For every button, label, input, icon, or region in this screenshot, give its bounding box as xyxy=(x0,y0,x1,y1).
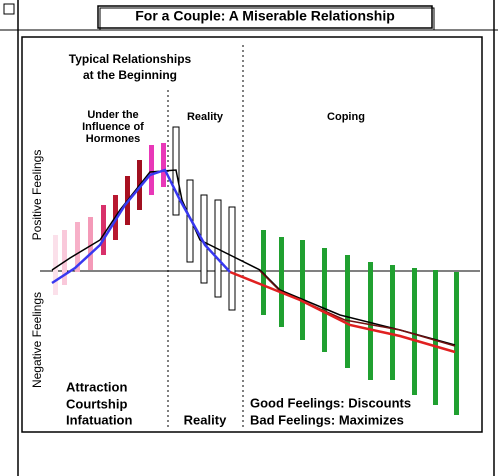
footer-label: Infatuation xyxy=(66,412,132,427)
bar xyxy=(433,270,438,405)
bar xyxy=(390,265,395,380)
footer-label: Attraction xyxy=(66,379,127,394)
bar xyxy=(161,143,166,187)
phase-label: Coping xyxy=(327,111,365,123)
bar xyxy=(345,255,350,368)
bar xyxy=(88,217,93,270)
footer-label: Courtship xyxy=(66,396,127,411)
bar xyxy=(101,205,106,255)
phase-label: Under the xyxy=(87,109,138,121)
title-shadow xyxy=(99,7,435,31)
bar xyxy=(279,237,284,327)
bar xyxy=(75,222,80,272)
title-box xyxy=(97,5,433,29)
bar xyxy=(228,206,236,311)
bar xyxy=(149,145,154,195)
header: Typical Relationships xyxy=(69,52,192,66)
bar xyxy=(53,235,58,295)
phase-label: Hormones xyxy=(86,133,140,145)
title: For a Couple: A Miserable Relationship xyxy=(135,8,395,24)
bar xyxy=(412,268,417,395)
phase-label: Influence of xyxy=(82,121,144,133)
bar xyxy=(322,248,327,352)
corner-box xyxy=(3,3,15,15)
line-red xyxy=(229,270,456,354)
header: at the Beginning xyxy=(83,68,177,82)
bar xyxy=(62,230,67,285)
line-coping xyxy=(259,270,456,347)
footer-label: Bad Feelings: Maximizes xyxy=(250,412,404,427)
axis-label: Negative Feelings xyxy=(30,292,44,388)
bar xyxy=(454,272,459,415)
chart-box xyxy=(21,36,483,433)
footer-label: Reality xyxy=(184,412,227,427)
line-blue xyxy=(51,168,231,285)
bar xyxy=(300,240,305,340)
phase-label: Reality xyxy=(187,111,224,123)
footer-label: Good Feelings: Discounts xyxy=(250,395,411,410)
bar xyxy=(368,262,373,380)
axis-label: Positive Feelings xyxy=(30,150,44,241)
